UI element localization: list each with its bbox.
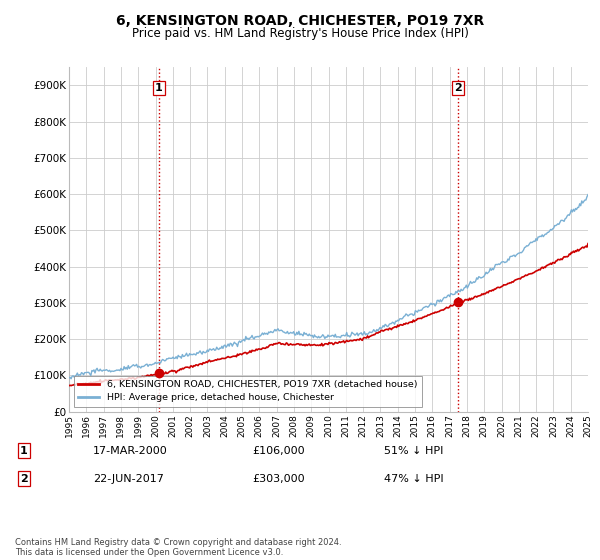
Legend: 6, KENSINGTON ROAD, CHICHESTER, PO19 7XR (detached house), HPI: Average price, d: 6, KENSINGTON ROAD, CHICHESTER, PO19 7XR… [74,376,422,407]
Text: 6, KENSINGTON ROAD, CHICHESTER, PO19 7XR: 6, KENSINGTON ROAD, CHICHESTER, PO19 7XR [116,14,484,28]
Text: 2: 2 [20,474,28,484]
Text: 1: 1 [155,83,163,93]
Text: £106,000: £106,000 [252,446,305,456]
Text: 2: 2 [454,83,461,93]
Text: 22-JUN-2017: 22-JUN-2017 [93,474,164,484]
Text: £303,000: £303,000 [252,474,305,484]
Text: Contains HM Land Registry data © Crown copyright and database right 2024.
This d: Contains HM Land Registry data © Crown c… [15,538,341,557]
Text: Price paid vs. HM Land Registry's House Price Index (HPI): Price paid vs. HM Land Registry's House … [131,27,469,40]
Text: 47% ↓ HPI: 47% ↓ HPI [384,474,443,484]
Text: 51% ↓ HPI: 51% ↓ HPI [384,446,443,456]
Text: 1: 1 [20,446,28,456]
Text: 17-MAR-2000: 17-MAR-2000 [93,446,168,456]
